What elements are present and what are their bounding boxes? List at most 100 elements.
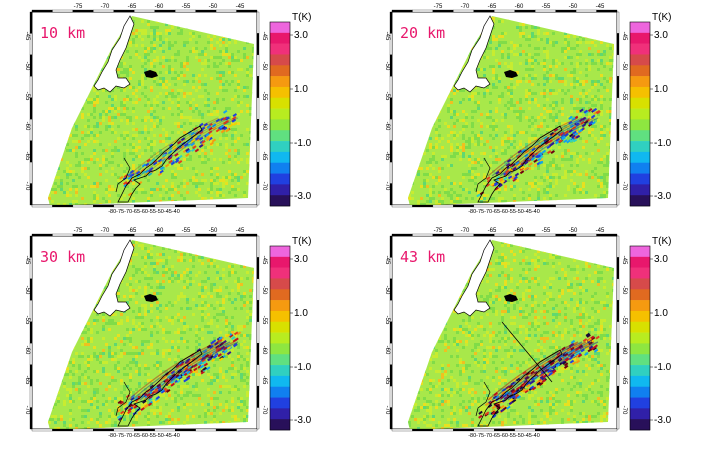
right-tick-label: -55 — [261, 92, 267, 101]
left-tick-label: -45 — [384, 256, 390, 265]
colorbar-swatch — [270, 32, 290, 44]
left-tick-label: -70 — [384, 406, 390, 415]
top-tick-label: -45 — [236, 4, 245, 10]
left-tick-label: -65 — [24, 152, 30, 161]
left-tick-label: -45 — [24, 32, 30, 41]
colorbar-swatch — [630, 332, 650, 344]
left-tick-label: -55 — [384, 92, 390, 101]
colorbar-swatch — [270, 184, 290, 196]
colorbar-swatch — [630, 141, 650, 153]
colorbar-swatch — [270, 419, 290, 431]
colorbar-swatch — [630, 173, 650, 185]
satellite-swath — [48, 16, 254, 206]
colorbar-swatch — [270, 397, 290, 409]
colorbar-swatch — [630, 343, 650, 355]
left-tick-label: -60 — [24, 122, 30, 131]
panel-10km: -75 -70 -65 -60 -55 -50 -45 -45 -45 -50 -50 -55 -55 -… — [12, 4, 337, 215]
colorbar-swatch — [630, 86, 650, 99]
colorbar-swatch — [270, 278, 290, 290]
left-tick-label: -55 — [384, 316, 390, 325]
south-america-coastline — [93, 15, 135, 93]
left-tick-label: -70 — [24, 182, 30, 191]
right-tick-label: -50 — [261, 62, 267, 71]
antarctic-peninsula-coastline — [477, 349, 563, 427]
top-tick-label: -65 — [488, 228, 497, 234]
wave-anomaly-band — [116, 331, 242, 421]
colorbar: T(K) 3.0 1.0 -1.0 -3.0 — [629, 236, 672, 431]
left-tick-label: -60 — [24, 346, 30, 355]
right-tick-label: -65 — [261, 376, 267, 385]
top-tick-label: -50 — [209, 228, 218, 234]
colorbar-swatch — [270, 408, 290, 420]
top-tick-label: -55 — [182, 4, 191, 10]
colorbar-swatch — [630, 184, 650, 196]
map-svg: -75 -70 -65 -60 -55 -50 -45 -45 -45 -50 -50 -55 -55 -… — [24, 228, 312, 439]
top-tick-label: -65 — [128, 228, 137, 234]
right-tick-label: -45 — [621, 32, 627, 41]
top-tick-label: -45 — [596, 228, 605, 234]
colorbar-swatch — [630, 97, 650, 109]
axis-scale-bars — [29, 9, 260, 208]
left-tick-label: -55 — [24, 316, 30, 325]
left-tick-label: -55 — [24, 92, 30, 101]
colorbar-swatch — [270, 256, 290, 268]
top-tick-label: -70 — [461, 4, 470, 10]
axis-scale-bars — [389, 233, 620, 432]
wave-anomaly-band — [118, 109, 239, 197]
left-tick-label: -60 — [384, 122, 390, 131]
colorbar-swatch — [630, 54, 650, 66]
right-tick-label: -50 — [621, 286, 627, 295]
left-tick-label: -45 — [384, 32, 390, 41]
top-tick-label: -50 — [569, 228, 578, 234]
top-tick-label: -75 — [434, 228, 443, 234]
colorbar-swatch — [270, 86, 290, 99]
colorbar-swatch — [270, 151, 290, 164]
top-tick-label: -55 — [182, 228, 191, 234]
colorbar-swatch — [270, 43, 290, 55]
top-tick-label: -45 — [596, 4, 605, 10]
axis-scale-bars — [29, 233, 260, 432]
colorbar-label: 1.0 — [654, 84, 668, 95]
colorbar-swatch — [630, 22, 650, 34]
colorbar-swatch — [270, 354, 290, 366]
antarctic-peninsula-coastline — [117, 125, 203, 203]
top-tick-label: -75 — [434, 4, 443, 10]
colorbar-swatch — [630, 119, 650, 131]
map-svg: -75 -70 -65 -60 -55 -50 -45 -45 -45 -50 -50 -55 -55 -… — [24, 4, 312, 215]
colorbar: T(K) 3.0 1.0 -1.0 -3.0 — [269, 236, 312, 431]
falkland-islands — [144, 70, 158, 78]
left-tick-label: -65 — [384, 152, 390, 161]
colorbar-swatch — [270, 343, 290, 355]
colorbar: T(K) 3.0 1.0 -1.0 -3.0 — [629, 12, 672, 207]
top-tick-label: -65 — [128, 4, 137, 10]
colorbar-label: -1.0 — [294, 362, 312, 373]
top-tick-label: -75 — [74, 228, 83, 234]
left-tick-label: -65 — [384, 376, 390, 385]
right-tick-label: -50 — [261, 286, 267, 295]
satellite-swath — [408, 16, 614, 206]
axis-scale-bars — [389, 9, 620, 208]
left-tick-label: -65 — [24, 376, 30, 385]
right-tick-label: -60 — [261, 122, 267, 131]
right-tick-label: -65 — [621, 376, 627, 385]
right-tick-label: -70 — [621, 182, 627, 191]
right-tick-label: -45 — [261, 32, 267, 41]
colorbar-swatch — [270, 310, 290, 323]
top-tick-label: -60 — [155, 228, 164, 234]
top-tick-label: -55 — [542, 228, 551, 234]
colorbar-swatch — [270, 97, 290, 109]
right-tick-label: -70 — [261, 406, 267, 415]
satellite-swath — [408, 240, 614, 430]
colorbar-label: -1.0 — [294, 138, 312, 149]
colorbar-swatch — [630, 365, 650, 377]
colorbar-label: -3.0 — [654, 191, 672, 202]
top-tick-label: -60 — [515, 228, 524, 234]
colorbar-swatch — [630, 162, 650, 174]
colorbar-label: -3.0 — [654, 415, 672, 426]
top-tick-label: -50 — [569, 4, 578, 10]
colorbar-swatch — [270, 332, 290, 344]
colorbar-swatch — [630, 256, 650, 268]
south-america-coastline — [453, 15, 495, 93]
colorbar-swatch — [270, 76, 290, 88]
colorbar-swatch — [630, 397, 650, 409]
